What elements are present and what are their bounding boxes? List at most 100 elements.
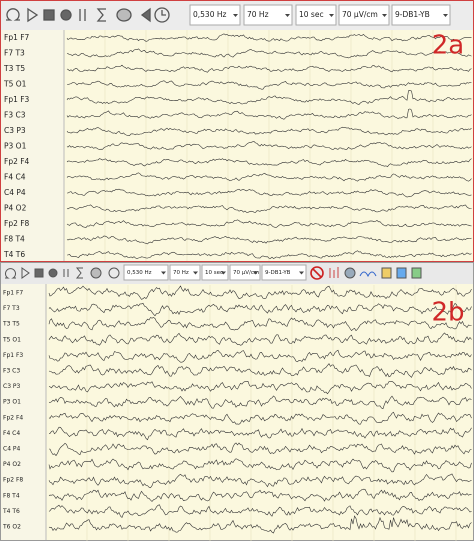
channel-label: F3 C3	[3, 368, 20, 375]
dropdown[interactable]	[201, 264, 229, 281]
channel-label: Fp2 F8	[3, 477, 23, 484]
eeg-trace	[48, 411, 472, 425]
eeg-trace	[48, 332, 472, 346]
eeg-trace	[48, 302, 472, 317]
channel-label: P4 O2	[4, 204, 27, 213]
eeg-trace	[66, 33, 472, 42]
eeg-trace	[48, 473, 472, 489]
eeg-trace	[66, 108, 472, 120]
eeg-trace	[48, 504, 472, 519]
eeg-trace	[66, 158, 472, 168]
channel-label: F4 C4	[3, 430, 20, 437]
dropdown[interactable]	[229, 264, 261, 281]
channel-label: C3 P3	[3, 383, 21, 390]
channel-label: F8 T4	[4, 235, 25, 244]
channel-label: F7 T3	[4, 49, 25, 58]
channel-label: F3 C3	[4, 111, 26, 120]
eeg-trace	[66, 126, 472, 137]
dropdown-arrow	[253, 271, 258, 275]
panel-label: 2a	[432, 31, 464, 61]
dropdown-value: 9-DB1-YB	[395, 10, 430, 19]
dropdown-value: 70 µV/cm	[342, 10, 378, 19]
eeg-trace	[49, 426, 472, 441]
channel-label: T3 T5	[3, 64, 25, 73]
dropdown[interactable]	[391, 4, 451, 26]
eeg-trace	[48, 317, 472, 332]
channel-label: Fp1 F7	[3, 290, 23, 297]
dropdown[interactable]	[169, 264, 201, 281]
channel-label: T4 T6	[3, 250, 25, 259]
channel-label: F7 T3	[3, 305, 20, 312]
channel-label: C3 P3	[4, 126, 26, 135]
eeg-trace	[48, 380, 472, 395]
eeg-trace	[66, 172, 472, 182]
dropdown-value: 0,530 Hz	[127, 270, 152, 276]
dropdown-value: 70 µV/cm	[233, 270, 259, 276]
eeg-trace	[66, 64, 472, 73]
dropdown-arrow	[329, 14, 334, 17]
toolbar-icons[interactable]	[6, 7, 170, 23]
channel-label: Fp1 F3	[4, 95, 30, 104]
eeg-trace	[67, 188, 472, 198]
channel-label: P4 O2	[3, 461, 21, 468]
channel-label: Fp2 F4	[3, 414, 23, 421]
channel-label: T6 O2	[2, 524, 21, 531]
dropdown[interactable]	[338, 4, 390, 26]
channel-label: Fp1 F7	[4, 33, 30, 42]
eeg-trace	[48, 458, 472, 473]
dropdown-value: 70 Hz	[173, 270, 189, 276]
channel-label: T4 T6	[2, 508, 20, 515]
dropdown-value: 10 sec	[299, 10, 324, 19]
channel-label: F4 C4	[4, 173, 26, 182]
channel-label: F8 T4	[3, 492, 20, 499]
eeg-trace	[48, 515, 472, 534]
dropdown-value: 9-DB1-YB	[265, 270, 291, 276]
channel-label: C4 P4	[4, 188, 26, 197]
eeg-trace	[67, 80, 472, 90]
label-column-a	[0, 30, 64, 261]
dropdown[interactable]	[261, 264, 307, 281]
dropdown-value: 0,530 Hz	[193, 10, 226, 19]
dropdown-arrow	[221, 271, 226, 275]
dropdown-arrow	[285, 14, 290, 17]
eeg-trace	[48, 363, 472, 378]
eeg-trace	[48, 285, 472, 300]
eeg-trace	[48, 395, 472, 410]
label-column-b	[0, 284, 46, 541]
dropdown-value: 70 Hz	[247, 10, 269, 19]
channel-label: T3 T5	[2, 321, 20, 328]
eeg-trace	[48, 349, 472, 363]
channel-label: Fp2 F4	[4, 157, 30, 166]
dropdown[interactable]	[189, 4, 241, 26]
trace-area-b	[0, 284, 474, 541]
channel-label: C4 P4	[3, 446, 21, 453]
dropdown-arrow	[233, 14, 238, 17]
toolbar-icons[interactable]	[5, 266, 422, 280]
dropdown-arrow	[299, 271, 304, 275]
dropdown-arrow	[443, 14, 448, 17]
eeg-trace	[66, 235, 472, 245]
channel-label: P3 O1	[3, 399, 21, 406]
channel-label: T5 O1	[3, 80, 27, 89]
dropdown-arrow	[161, 271, 166, 275]
eeg-trace	[66, 204, 472, 213]
dropdown[interactable]	[295, 4, 337, 26]
channel-label: Fp2 F8	[4, 219, 30, 228]
eeg-trace	[48, 488, 472, 502]
dropdown-arrow	[193, 271, 198, 275]
panel-label: 2b	[431, 298, 464, 328]
dropdown-arrow	[382, 14, 387, 17]
dropdown[interactable]	[123, 264, 169, 281]
eeg-trace	[67, 250, 472, 259]
channel-label: T5 O1	[2, 336, 21, 343]
eeg-trace	[66, 90, 472, 105]
dropdown-value: 10 sec	[205, 270, 223, 276]
eeg-trace	[66, 141, 472, 151]
eeg-trace	[66, 219, 472, 228]
eeg-trace	[66, 48, 472, 59]
eeg-trace	[48, 442, 472, 457]
channel-label: P3 O1	[4, 142, 27, 151]
channel-label: Fp1 F3	[3, 352, 23, 359]
dropdown[interactable]	[243, 4, 293, 26]
